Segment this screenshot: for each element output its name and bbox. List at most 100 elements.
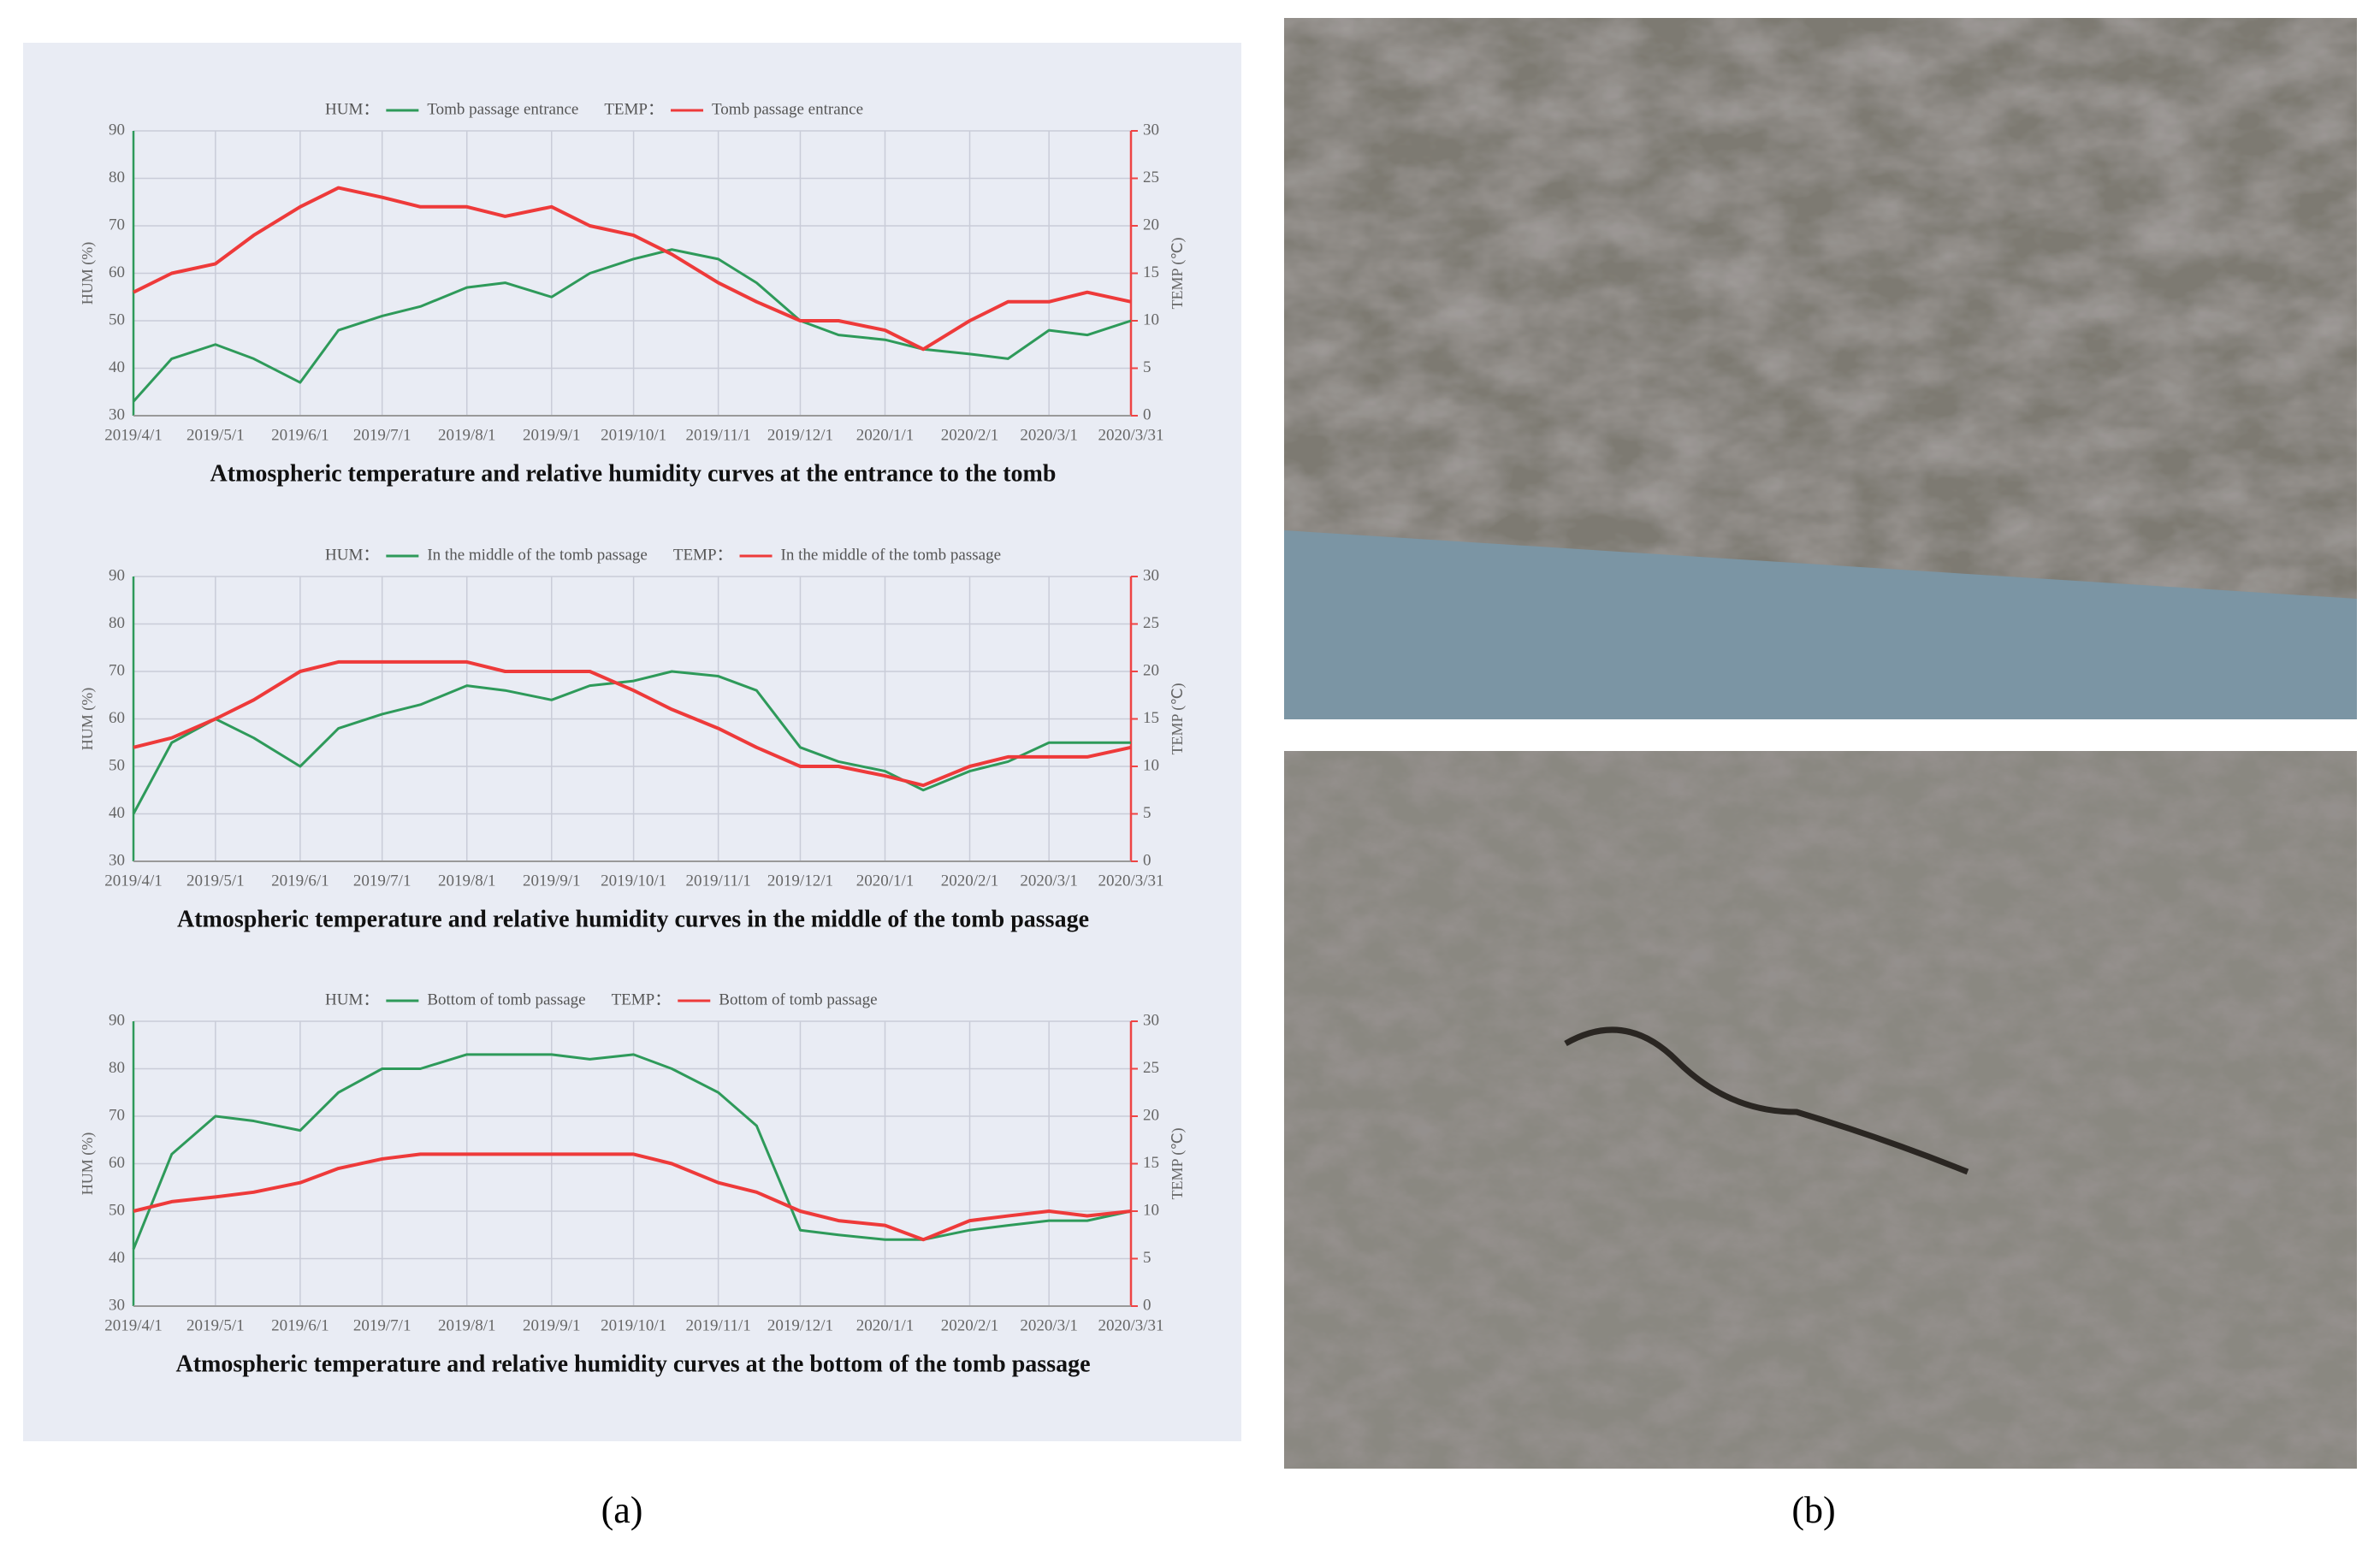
x-tick-label: 2019/6/1 (271, 872, 329, 890)
y-tick-label: 70 (109, 1106, 125, 1124)
y2-tick-label: 20 (1143, 1106, 1159, 1124)
y2-tick-label: 15 (1143, 263, 1159, 281)
photo-floor (1284, 530, 2357, 719)
y2-tick-label: 25 (1143, 1059, 1159, 1077)
series-line (132, 248, 1132, 403)
x-tick-label: 2019/4/1 (104, 872, 163, 890)
panel-label: (a) (601, 1489, 643, 1531)
series-line (132, 1053, 1132, 1250)
legend-label: HUM： (325, 546, 379, 564)
y2-tick-label: 30 (1143, 566, 1159, 584)
x-tick-label: 2020/3/31 (1098, 426, 1163, 444)
y-tick-label: 80 (109, 1059, 125, 1077)
y-tick-label: 90 (109, 1011, 125, 1029)
y2-axis-label: TEMP (℃) (1169, 683, 1187, 754)
legend-label: TEMP： (673, 546, 733, 564)
x-tick-label: 2020/3/1 (1020, 872, 1078, 890)
legend-label: HUM： (325, 100, 379, 118)
photo-top (1284, 18, 2357, 719)
chart-caption: Atmospheric temperature and relative hum… (177, 906, 1089, 932)
y-tick-label: 70 (109, 216, 125, 234)
x-tick-label: 2020/1/1 (856, 1316, 915, 1334)
y-tick-label: 80 (109, 614, 125, 632)
x-tick-label: 2019/4/1 (104, 1316, 163, 1334)
x-tick-label: 2019/11/1 (685, 872, 750, 890)
x-tick-label: 2020/2/1 (941, 872, 999, 890)
y-tick-label: 50 (109, 756, 125, 774)
legend-label: TEMP： (604, 100, 664, 118)
legend-entry: In the middle of the tomb passage (781, 546, 1002, 564)
photo-bottom (1284, 751, 2357, 1469)
legend-label: HUM： (325, 990, 379, 1008)
x-tick-label: 2019/5/1 (186, 1316, 245, 1334)
y2-tick-label: 0 (1143, 405, 1152, 423)
x-tick-label: 2019/8/1 (438, 1316, 496, 1334)
y-tick-label: 50 (109, 310, 125, 328)
legend-entry: Tomb passage entrance (712, 100, 863, 118)
x-tick-label: 2019/8/1 (438, 872, 496, 890)
y2-axis-label: TEMP (℃) (1169, 237, 1187, 309)
x-tick-label: 2020/2/1 (941, 1316, 999, 1334)
y-tick-label: 60 (109, 1154, 125, 1172)
scan-background (23, 43, 1241, 1441)
x-tick-label: 2019/12/1 (767, 426, 833, 444)
y-tick-label: 40 (109, 1249, 125, 1267)
legend-entry: Bottom of tomb passage (427, 990, 585, 1008)
crack (1564, 1026, 1969, 1175)
y2-tick-label: 15 (1143, 709, 1159, 727)
x-tick-label: 2019/6/1 (271, 426, 329, 444)
y2-tick-label: 5 (1143, 1249, 1152, 1267)
y2-tick-label: 15 (1143, 1154, 1159, 1172)
y2-tick-label: 25 (1143, 614, 1159, 632)
y-tick-label: 90 (109, 121, 125, 139)
legend-entry: Tomb passage entrance (427, 100, 578, 118)
x-tick-label: 2019/9/1 (523, 426, 581, 444)
y2-tick-label: 0 (1143, 1296, 1152, 1314)
y-tick-label: 80 (109, 169, 125, 186)
y2-tick-label: 0 (1143, 851, 1152, 869)
y-axis-label: HUM (%) (79, 688, 97, 751)
series-line (133, 659, 1132, 788)
y2-axis-label: TEMP (℃) (1169, 1127, 1187, 1199)
legend-label: TEMP： (612, 990, 672, 1008)
y-tick-label: 90 (109, 566, 125, 584)
y2-tick-label: 30 (1143, 1011, 1159, 1029)
legend-entry: Bottom of tomb passage (719, 990, 877, 1008)
panel-label: (b) (1791, 1489, 1835, 1531)
x-tick-label: 2019/6/1 (271, 1316, 329, 1334)
x-tick-label: 2019/5/1 (186, 426, 245, 444)
x-tick-label: 2019/5/1 (186, 872, 245, 890)
x-tick-label: 2020/3/1 (1020, 426, 1078, 444)
x-tick-label: 2019/10/1 (601, 1316, 666, 1334)
y2-tick-label: 10 (1143, 756, 1159, 774)
y-tick-label: 60 (109, 263, 125, 281)
y2-tick-label: 5 (1143, 358, 1152, 376)
x-tick-label: 2019/7/1 (353, 1316, 411, 1334)
x-tick-label: 2020/3/1 (1020, 1316, 1078, 1334)
legend-entry: In the middle of the tomb passage (427, 546, 648, 564)
series-line (133, 1152, 1132, 1242)
y2-tick-label: 10 (1143, 1201, 1159, 1219)
y-tick-label: 40 (109, 804, 125, 822)
x-tick-label: 2019/11/1 (685, 1316, 750, 1334)
x-tick-label: 2019/7/1 (353, 426, 411, 444)
photo (1284, 751, 2357, 1469)
y-tick-label: 30 (109, 405, 125, 423)
y2-tick-label: 25 (1143, 169, 1159, 186)
y-tick-label: 60 (109, 709, 125, 727)
y-tick-label: 30 (109, 1296, 125, 1314)
y2-tick-label: 5 (1143, 804, 1152, 822)
x-tick-label: 2019/12/1 (767, 872, 833, 890)
y2-tick-label: 30 (1143, 121, 1159, 139)
x-tick-label: 2019/10/1 (601, 426, 666, 444)
x-tick-label: 2019/7/1 (353, 872, 411, 890)
y-axis-label: HUM (%) (79, 1132, 97, 1196)
x-tick-label: 2019/10/1 (601, 872, 666, 890)
x-tick-label: 2019/8/1 (438, 426, 496, 444)
x-tick-label: 2020/1/1 (856, 426, 915, 444)
x-tick-label: 2019/9/1 (523, 872, 581, 890)
x-tick-label: 2020/3/31 (1098, 872, 1163, 890)
y-tick-label: 40 (109, 358, 125, 376)
x-tick-label: 2019/4/1 (104, 426, 163, 444)
